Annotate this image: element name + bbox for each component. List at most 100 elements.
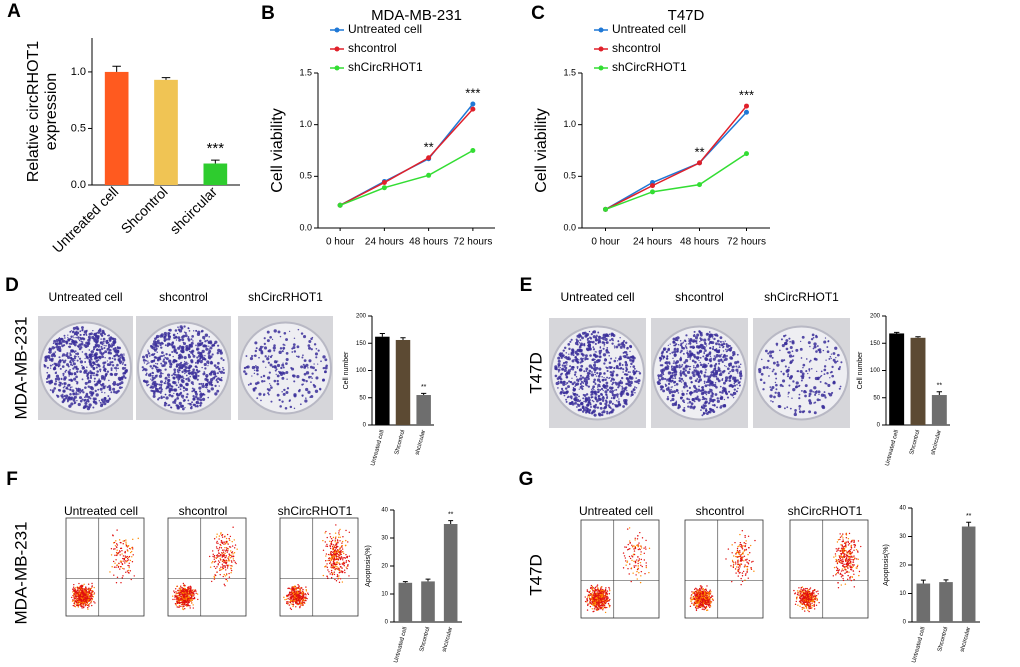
event bbox=[93, 592, 96, 594]
colony bbox=[299, 403, 302, 406]
colony bbox=[214, 392, 218, 396]
colony bbox=[220, 379, 223, 382]
colony bbox=[698, 400, 700, 402]
event bbox=[216, 556, 219, 558]
colony bbox=[760, 372, 764, 376]
event bbox=[231, 551, 234, 553]
colony bbox=[669, 343, 671, 345]
colony bbox=[724, 378, 728, 382]
colony bbox=[681, 390, 683, 392]
event bbox=[345, 566, 348, 568]
event bbox=[226, 540, 228, 543]
colony bbox=[57, 362, 59, 364]
colony bbox=[794, 411, 797, 414]
colony bbox=[591, 399, 594, 402]
event bbox=[328, 571, 330, 573]
colony bbox=[301, 383, 304, 386]
colony bbox=[69, 363, 73, 366]
colony bbox=[767, 352, 770, 355]
colony bbox=[67, 336, 69, 339]
colony bbox=[260, 376, 263, 378]
colony bbox=[593, 361, 597, 364]
colony bbox=[703, 380, 706, 383]
event bbox=[339, 578, 342, 580]
event bbox=[329, 533, 331, 535]
colony bbox=[740, 370, 742, 373]
colony bbox=[680, 349, 683, 353]
colony bbox=[604, 406, 607, 409]
colony bbox=[174, 329, 178, 332]
colony bbox=[65, 387, 68, 390]
colony bbox=[69, 352, 72, 355]
colony bbox=[62, 398, 66, 401]
colony bbox=[179, 325, 183, 329]
colony bbox=[98, 378, 101, 381]
colony bbox=[714, 381, 717, 384]
event bbox=[230, 550, 232, 552]
colony bbox=[307, 344, 311, 347]
colony bbox=[818, 393, 820, 396]
colony bbox=[263, 337, 266, 340]
colony bbox=[170, 406, 172, 409]
colony bbox=[64, 337, 66, 339]
colony bbox=[576, 406, 578, 408]
colony bbox=[570, 351, 573, 354]
colony bbox=[55, 342, 59, 346]
colony bbox=[595, 337, 598, 340]
colony bbox=[58, 360, 62, 364]
colony bbox=[661, 385, 664, 389]
colony bbox=[694, 336, 698, 340]
colony bbox=[809, 359, 812, 362]
event bbox=[116, 554, 118, 557]
colony bbox=[604, 399, 608, 402]
colony bbox=[213, 364, 217, 367]
colony bbox=[62, 360, 66, 364]
colony bbox=[577, 408, 581, 412]
colony bbox=[698, 359, 700, 362]
colony bbox=[94, 334, 99, 339]
colony bbox=[159, 334, 163, 338]
colony bbox=[171, 345, 175, 349]
colony bbox=[76, 399, 78, 402]
colony bbox=[165, 396, 169, 400]
colony bbox=[194, 372, 198, 376]
colony bbox=[620, 381, 624, 385]
colony bbox=[677, 392, 680, 394]
colony bbox=[275, 373, 277, 376]
event bbox=[328, 562, 331, 565]
colony bbox=[638, 370, 640, 373]
colony bbox=[613, 347, 616, 349]
colony bbox=[788, 366, 790, 369]
image-caption: Untreated cell bbox=[560, 290, 634, 304]
colony bbox=[276, 393, 280, 397]
colony bbox=[729, 393, 732, 396]
colony bbox=[174, 373, 177, 376]
colony bbox=[599, 385, 601, 388]
event bbox=[191, 589, 193, 592]
colony bbox=[158, 397, 161, 399]
colony bbox=[784, 365, 787, 368]
colony bbox=[190, 381, 194, 385]
colony bbox=[579, 344, 582, 347]
colony bbox=[115, 370, 118, 372]
colony bbox=[705, 369, 707, 371]
colony bbox=[831, 365, 834, 369]
event bbox=[75, 590, 78, 592]
event bbox=[179, 592, 182, 594]
colony bbox=[79, 370, 82, 374]
colony bbox=[712, 372, 715, 375]
colony bbox=[665, 357, 669, 360]
colony bbox=[215, 366, 218, 369]
colony bbox=[66, 363, 70, 367]
colony bbox=[149, 365, 152, 368]
colony bbox=[593, 414, 595, 416]
colony bbox=[759, 378, 763, 382]
colony bbox=[619, 379, 622, 382]
colony bbox=[175, 375, 179, 379]
colony bbox=[614, 389, 616, 391]
colony bbox=[597, 395, 600, 398]
event bbox=[326, 563, 328, 565]
colony bbox=[718, 373, 721, 376]
colony bbox=[187, 399, 190, 402]
colony bbox=[178, 353, 182, 357]
